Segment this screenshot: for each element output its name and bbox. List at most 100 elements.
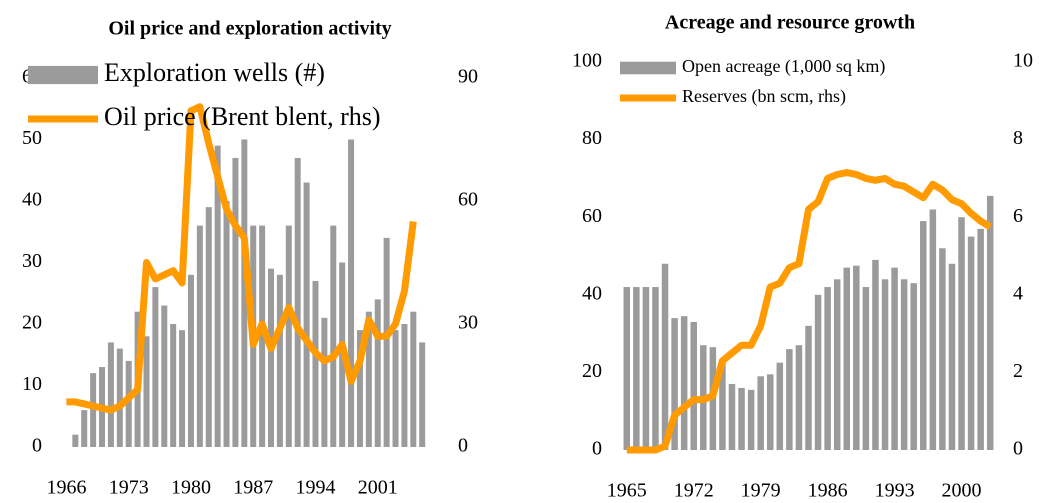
- bar: [170, 324, 177, 447]
- bar: [365, 311, 372, 447]
- legend-label: Reserves (bn scm, rhs): [682, 86, 846, 107]
- y-tick-label: 60: [582, 205, 602, 227]
- legend-label: Exploration wells (#): [104, 58, 325, 87]
- bar: [786, 349, 793, 450]
- bar: [107, 342, 114, 447]
- bar: [853, 265, 860, 450]
- bar: [920, 221, 927, 450]
- bar: [241, 139, 248, 447]
- bar: [766, 374, 774, 450]
- bar: [196, 225, 203, 447]
- y2-tick-label: 2: [1013, 360, 1023, 382]
- y2-tick-label: 30: [458, 312, 478, 334]
- chart-title: Oil price and exploration activity: [108, 18, 391, 40]
- bar: [900, 279, 908, 450]
- bar: [268, 268, 275, 447]
- bar: [223, 201, 230, 447]
- bar: [348, 139, 355, 447]
- x-tick-label: 1987: [233, 477, 273, 499]
- y2-tick-label: 0: [1013, 438, 1023, 460]
- bar: [872, 259, 879, 450]
- y-tick-label: 100: [572, 50, 602, 72]
- bar: [383, 237, 390, 447]
- bar: [652, 287, 659, 450]
- legend-swatch: [28, 65, 98, 85]
- legend-label: Open acreage (1,000 sq km): [682, 56, 885, 77]
- bar: [986, 195, 994, 450]
- bar: [967, 236, 975, 450]
- bar: [232, 157, 239, 447]
- bar: [824, 287, 831, 450]
- x-tick-label: 1994: [295, 477, 335, 499]
- bar: [776, 362, 784, 450]
- bar: [881, 279, 889, 450]
- bar: [285, 225, 292, 447]
- y2-tick-label: 6: [1013, 205, 1023, 227]
- y-tick-label: 0: [592, 438, 602, 460]
- bar: [671, 318, 678, 450]
- bar: [410, 311, 417, 447]
- bar: [929, 209, 937, 450]
- bar: [958, 217, 965, 450]
- bar: [633, 287, 640, 450]
- bar: [795, 345, 803, 450]
- x-tick-label: 2000: [942, 480, 982, 502]
- y-tick-label: 30: [22, 250, 42, 272]
- bar: [161, 305, 168, 447]
- bar: [312, 280, 319, 447]
- bar: [143, 336, 150, 447]
- y-tick-label: 20: [582, 360, 602, 382]
- bar: [690, 321, 697, 450]
- bar: [125, 360, 132, 447]
- bar: [401, 324, 408, 447]
- bar: [419, 342, 426, 447]
- x-tick-label: 1979: [741, 480, 781, 502]
- bar: [623, 287, 631, 450]
- x-tick-label: 1973: [109, 477, 149, 499]
- bar: [374, 299, 381, 447]
- bar: [719, 360, 726, 450]
- bar: [680, 316, 688, 450]
- y2-tick-label: 10: [1013, 50, 1033, 72]
- bar: [152, 287, 159, 447]
- bar: [72, 434, 79, 447]
- bar: [330, 225, 337, 447]
- bar: [214, 145, 221, 447]
- x-tick-label: 1993: [875, 480, 915, 502]
- bar: [294, 157, 301, 447]
- bar: [259, 225, 266, 447]
- bar: [276, 274, 283, 447]
- bar: [977, 228, 984, 450]
- bar: [833, 279, 841, 450]
- bar: [862, 287, 870, 450]
- bar: [939, 248, 946, 450]
- y2-tick-label: 0: [458, 435, 468, 457]
- x-tick-label: 1965: [607, 480, 647, 502]
- bar: [205, 207, 212, 447]
- bar: [642, 287, 650, 450]
- y-tick-label: 20: [22, 312, 42, 334]
- bar: [738, 387, 745, 450]
- bar: [356, 330, 363, 447]
- line: [66, 103, 417, 414]
- line: [626, 169, 993, 454]
- x-tick-label: 1980: [171, 477, 211, 499]
- chart-title: Acreage and resource growth: [665, 12, 915, 34]
- bar: [179, 330, 186, 447]
- bar: [303, 182, 310, 448]
- y-tick-label: 40: [582, 282, 602, 304]
- bar: [910, 283, 917, 450]
- bar: [661, 263, 669, 450]
- y2-tick-label: 60: [458, 189, 478, 211]
- bar: [805, 325, 812, 450]
- bar: [81, 410, 88, 447]
- bar: [757, 376, 764, 450]
- y-tick-label: 40: [22, 189, 42, 211]
- bar: [187, 274, 194, 447]
- x-tick-label: 1966: [46, 477, 86, 499]
- y-tick-label: 80: [582, 127, 602, 149]
- bar: [116, 348, 123, 447]
- bar: [747, 389, 755, 450]
- y2-tick-label: 8: [1013, 127, 1023, 149]
